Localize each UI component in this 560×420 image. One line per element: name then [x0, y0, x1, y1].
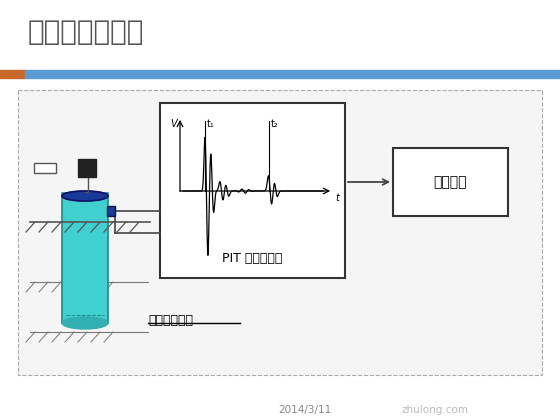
Text: 加速度传感器: 加速度传感器: [148, 313, 193, 326]
Ellipse shape: [62, 317, 108, 329]
Text: 现场检测流通图: 现场检测流通图: [28, 18, 144, 46]
Bar: [107, 206, 115, 216]
Text: t₁: t₁: [207, 119, 215, 129]
Bar: [0, 70, 25, 78]
Text: 输出设备: 输出设备: [434, 175, 467, 189]
Text: t₂: t₂: [270, 119, 278, 129]
Bar: [78, 159, 96, 177]
Bar: [160, 103, 345, 278]
Bar: [393, 148, 508, 216]
Bar: [34, 163, 56, 173]
Bar: [62, 193, 108, 323]
Text: t: t: [335, 193, 339, 203]
Ellipse shape: [62, 191, 108, 201]
Text: zhulong.com: zhulong.com: [402, 405, 469, 415]
Bar: [18, 90, 542, 375]
Text: 2014/3/11: 2014/3/11: [278, 405, 332, 415]
Text: PIT 基桩测试仪: PIT 基桩测试仪: [222, 252, 283, 265]
Text: V: V: [170, 119, 176, 129]
Bar: [25, 70, 560, 78]
